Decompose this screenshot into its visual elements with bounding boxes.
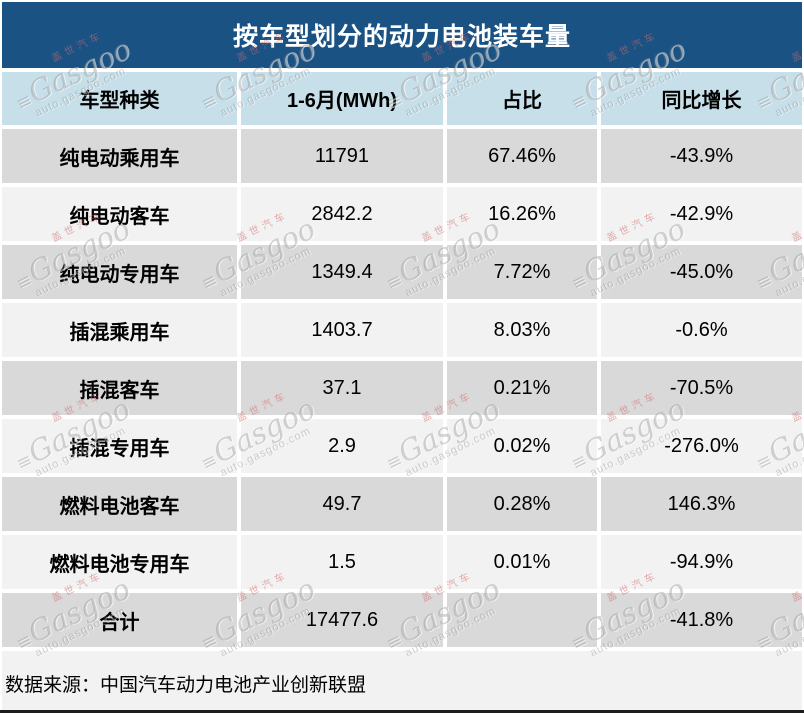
value-cell: 2.9	[241, 419, 443, 473]
value-cell: 0.21%	[447, 361, 597, 415]
row-label-cell: 插混专用车	[2, 419, 237, 473]
value-cell: 1349.4	[241, 245, 443, 299]
row-label-cell: 纯电动专用车	[2, 245, 237, 299]
value-cell: -43.9%	[601, 129, 802, 183]
column-header: 1-6月(MWh)	[241, 72, 443, 125]
row-label-cell: 燃料电池客车	[2, 477, 237, 531]
row-label-cell: 燃料电池专用车	[2, 535, 237, 589]
value-cell: 1403.7	[241, 303, 443, 357]
data-table: 车型种类 1-6月(MWh) 占比 同比增长纯电动乘用车 11791 67.46% -43.…	[2, 72, 802, 647]
value-cell: 0.28%	[447, 477, 597, 531]
value-cell: -70.5%	[601, 361, 802, 415]
value-cell: 67.46%	[447, 129, 597, 183]
column-header: 占比	[447, 72, 597, 125]
value-cell: 17477.6	[241, 593, 443, 647]
row-label-cell: 纯电动乘用车	[2, 129, 237, 183]
value-cell: 1.5	[241, 535, 443, 589]
value-cell: 16.26%	[447, 187, 597, 241]
value-cell: 0.02%	[447, 419, 597, 473]
value-cell: -0.6%	[601, 303, 802, 357]
value-cell: 11791	[241, 129, 443, 183]
value-cell: -94.9%	[601, 535, 802, 589]
value-cell: -42.9%	[601, 187, 802, 241]
value-cell: 2842.2	[241, 187, 443, 241]
value-cell: 146.3%	[601, 477, 802, 531]
bottom-border-line	[0, 710, 804, 713]
column-header: 车型种类	[2, 72, 237, 125]
value-cell	[447, 593, 597, 647]
footer-strip: 数据来源：中国汽车动力电池产业创新联盟	[2, 651, 802, 710]
value-cell: -41.8%	[601, 593, 802, 647]
column-header: 同比增长	[601, 72, 802, 125]
row-label-cell: 合计	[2, 593, 237, 647]
value-cell: 49.7	[241, 477, 443, 531]
value-cell: 37.1	[241, 361, 443, 415]
value-cell: 0.01%	[447, 535, 597, 589]
title-bar: 按车型划分的动力电池装车量	[2, 2, 802, 68]
data-source-note: 数据来源：中国汽车动力电池产业创新联盟	[5, 675, 367, 696]
row-label-cell: 插混客车	[2, 361, 237, 415]
row-label-cell: 插混乘用车	[2, 303, 237, 357]
row-label-cell: 纯电动客车	[2, 187, 237, 241]
value-cell: -276.0%	[601, 419, 802, 473]
page-title: 按车型划分的动力电池装车量	[232, 23, 571, 51]
value-cell: 8.03%	[447, 303, 597, 357]
value-cell: -45.0%	[601, 245, 802, 299]
value-cell: 7.72%	[447, 245, 597, 299]
